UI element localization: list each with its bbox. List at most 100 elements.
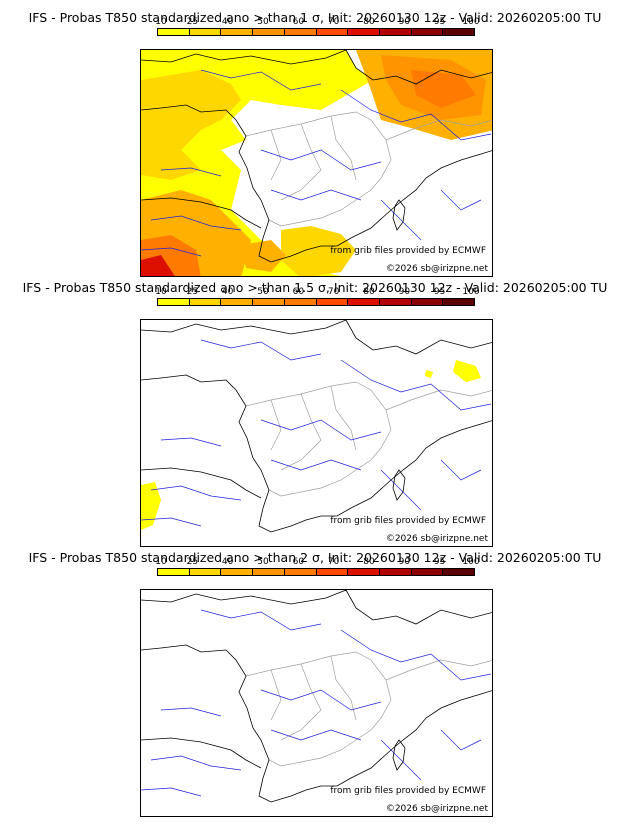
colorbar-swatch <box>379 569 412 575</box>
panel-title: IFS - Probas T850 standardized ano > tha… <box>28 550 602 565</box>
probability-area <box>241 240 286 272</box>
colorbar-tick-label: 80 <box>363 17 375 27</box>
probability-area <box>281 226 356 276</box>
colorbar-tick-label: 95 <box>433 557 446 567</box>
colorbar-swatch <box>443 299 475 305</box>
colorbar-tick-label: 90 <box>398 17 411 27</box>
colorbar-swatch <box>443 29 475 35</box>
corsica-outline <box>392 199 406 231</box>
map-panel-3: IFS - Probas T850 standardized ano > tha… <box>0 540 630 817</box>
source-credit: from grib files provided by ECMWF <box>330 246 486 256</box>
colorbar-tick-label: 25 <box>186 557 199 567</box>
copyright-credit: ©2026 sb@irizpne.net <box>385 534 488 544</box>
colorbar-tick-label: 80 <box>363 557 375 567</box>
colorbar-tick-label: 70 <box>327 287 340 297</box>
colorbar-swatch <box>316 299 349 305</box>
coastline <box>141 50 492 263</box>
colorbar-tick-label: 50 <box>257 287 269 297</box>
probability-map: from grib files provided by ECMWF ©2026 … <box>140 49 493 277</box>
colorbar-tick-label: 70 <box>327 557 340 567</box>
colorbar-swatch <box>158 29 190 35</box>
colorbar-tick-label: 50 <box>257 557 269 567</box>
colorbar-tick-label: 50 <box>257 17 269 27</box>
probability-area <box>425 370 433 378</box>
colorbar-tick-label: 80 <box>363 287 375 297</box>
colorbar-tick-label: 60 <box>292 287 305 297</box>
map-panel-1: IFS - Probas T850 standardized ano > tha… <box>0 0 630 277</box>
colorbar-swatch <box>411 569 444 575</box>
colorbar-bar <box>157 28 475 36</box>
colorbar-tick-label: 25 <box>186 17 199 27</box>
map-panel-2: IFS - Probas T850 standardized ano > tha… <box>0 270 630 547</box>
rivers <box>141 609 492 797</box>
colorbar-tick-label: 70 <box>327 17 340 27</box>
colorbar-swatch <box>221 569 254 575</box>
map-canvas <box>141 50 492 276</box>
colorbar-swatch <box>158 569 190 575</box>
colorbar-swatch <box>253 299 285 305</box>
country-borders <box>245 381 492 497</box>
copyright-credit: ©2026 sb@irizpne.net <box>385 804 488 814</box>
colorbar-swatch <box>284 569 317 575</box>
panel-title: IFS - Probas T850 standardized ano > tha… <box>28 10 602 25</box>
rivers <box>141 339 492 527</box>
colorbar-swatch <box>348 569 380 575</box>
colorbar-tick-label: 100 <box>462 557 480 567</box>
probability-map: from grib files provided by ECMWF ©2026 … <box>140 589 493 817</box>
colorbar-tick-label: 10 <box>155 557 167 567</box>
colorbar-tick-label: 95 <box>433 287 446 297</box>
colorbar-swatch <box>189 299 222 305</box>
source-credit: from grib files provided by ECMWF <box>330 516 486 526</box>
copyright-credit: ©2026 sb@irizpne.net <box>385 264 488 274</box>
map-canvas <box>141 590 492 803</box>
colorbar-tick-label: 90 <box>398 287 411 297</box>
colorbar-swatch <box>221 299 254 305</box>
country-borders <box>245 651 492 767</box>
colorbar-swatch <box>379 29 412 35</box>
colorbar-swatch <box>316 569 349 575</box>
colorbar-swatch <box>189 569 222 575</box>
colorbar-swatch <box>411 29 444 35</box>
colorbar-tick-label: 100 <box>462 287 480 297</box>
corsica-outline <box>392 739 406 771</box>
probability-area <box>141 255 175 276</box>
colorbar-swatch <box>253 569 285 575</box>
probability-area <box>141 70 241 180</box>
colorbar-bar <box>157 568 475 576</box>
colorbar-swatch <box>284 29 317 35</box>
coastline <box>141 590 492 803</box>
colorbar-swatch <box>348 29 380 35</box>
colorbar-tick-label: 95 <box>433 17 446 27</box>
colorbar-swatch <box>443 569 475 575</box>
source-credit: from grib files provided by ECMWF <box>330 786 486 796</box>
probability-area <box>453 360 481 382</box>
colorbar-swatch <box>253 29 285 35</box>
colorbar-tick-label: 100 <box>462 17 480 27</box>
colorbar-swatch <box>411 299 444 305</box>
colorbar-tick-label: 90 <box>398 557 411 567</box>
colorbar-swatch <box>348 299 380 305</box>
colorbar-swatch <box>379 299 412 305</box>
rivers <box>141 69 492 257</box>
colorbar: 10 25 40 50 60 70 80 90 95 100 <box>155 557 480 577</box>
colorbar-swatch <box>189 29 222 35</box>
colorbar-tick-label: 60 <box>292 17 305 27</box>
panel-title: IFS - Probas T850 standardized ano > tha… <box>22 280 608 295</box>
colorbar-bar <box>157 298 475 306</box>
coastline <box>141 320 492 533</box>
colorbar-swatch <box>221 29 254 35</box>
corsica-outline <box>392 469 406 501</box>
probability-area <box>141 482 161 530</box>
colorbar-tick-label: 10 <box>155 287 167 297</box>
colorbar-swatch <box>284 299 317 305</box>
colorbar-tick-label: 60 <box>292 557 305 567</box>
colorbar: 10 25 40 50 60 70 80 90 95 100 <box>155 17 480 37</box>
country-borders <box>245 111 492 227</box>
colorbar-tick-label: 40 <box>221 557 234 567</box>
colorbar-swatch <box>316 29 349 35</box>
colorbar-tick-label: 25 <box>186 287 199 297</box>
colorbar-tick-label: 40 <box>221 287 234 297</box>
colorbar-swatch <box>158 299 190 305</box>
probability-map: from grib files provided by ECMWF ©2026 … <box>140 319 493 547</box>
probability-area <box>411 70 476 108</box>
